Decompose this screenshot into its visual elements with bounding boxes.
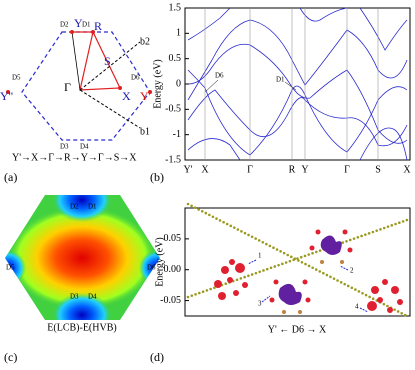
y-tick-label: 0.00 xyxy=(164,264,182,275)
label: R xyxy=(94,19,102,33)
x-axis-label: Y' ← D6 → X xyxy=(268,324,327,335)
orbital-icon xyxy=(214,259,248,300)
orbital-icon xyxy=(309,229,353,264)
pointer xyxy=(359,307,369,313)
marker-label: 1 xyxy=(258,252,262,260)
panel-d: 1 2 3 4 Energy (eV) Y' ← D6 → X (d) 0.05… xyxy=(150,202,411,364)
y-axis-label: Energy (eV) xyxy=(154,237,165,287)
label: b2 xyxy=(140,36,150,47)
y-tick-label: -0.5 xyxy=(165,104,181,115)
label: D3 xyxy=(60,143,69,151)
label: D5 xyxy=(12,74,21,82)
panel-tag: (a) xyxy=(4,170,17,184)
path-text: Y'→X→Γ→R→Y→Γ→S→X xyxy=(12,152,137,163)
dot xyxy=(148,90,152,94)
caption: E(LCB)-E(HVB) xyxy=(47,322,116,333)
marker-label: 3 xyxy=(258,300,262,308)
label: X xyxy=(122,89,131,103)
b2-vector xyxy=(79,41,141,91)
label: D2 xyxy=(60,21,69,29)
x-tick-label: S xyxy=(375,164,381,175)
annotation: D1 xyxy=(276,76,285,84)
y-tick-label: -1.5 xyxy=(165,154,181,165)
y-tick-label: 1 xyxy=(176,28,181,39)
x-tick-label: Γ xyxy=(344,164,350,175)
label: D1 xyxy=(88,203,97,211)
pointer xyxy=(247,259,257,265)
x-tick-label: X xyxy=(201,164,209,175)
pointer xyxy=(261,295,271,303)
y-tick-label: 0.5 xyxy=(169,53,182,64)
panel-tag: (d) xyxy=(150,350,164,364)
x-tick-label: Γ xyxy=(247,164,253,175)
x-tick-label: Y xyxy=(301,164,308,175)
label: Y xyxy=(74,16,83,30)
label: D4 xyxy=(88,293,97,301)
b1-vector xyxy=(79,89,141,129)
marker-label: 2 xyxy=(350,267,354,275)
y-tick-label: -1 xyxy=(173,129,181,140)
bands xyxy=(187,7,408,161)
y-tick-label: 1.5 xyxy=(169,2,182,13)
dot xyxy=(91,30,95,34)
orbital-icon xyxy=(367,279,403,313)
panel-tag: (c) xyxy=(4,350,17,364)
label: D4 xyxy=(80,143,89,151)
x-tick-label: R xyxy=(289,164,296,175)
y-tick-label: 0.05 xyxy=(164,233,182,244)
panel-tag: (b) xyxy=(150,170,164,184)
label: D5 xyxy=(6,264,15,272)
brillouin-zone xyxy=(21,31,151,141)
label: Y' xyxy=(140,89,151,103)
annotation-line xyxy=(204,79,219,93)
band-line xyxy=(186,202,409,318)
label: D3 xyxy=(70,293,79,301)
y-tick-label: -0.05 xyxy=(160,295,181,306)
annotation: D6 xyxy=(215,72,224,80)
label: D6 xyxy=(131,74,140,82)
label: D6 xyxy=(147,264,156,272)
panel-a: Y R D2 D1 b2 S D5 Y'' Γ D6 X Y' D3 D4 b1… xyxy=(0,16,152,184)
plot-frame xyxy=(184,7,411,161)
annotation-line xyxy=(284,81,297,91)
plot-frame xyxy=(184,207,411,317)
orbital-icon xyxy=(269,279,311,314)
pointer xyxy=(339,265,349,271)
y-tick-label: 0 xyxy=(176,78,181,89)
panel-c: D2 D1 D5 D6 D3 D4 E(LCB)-E(HVB) (c) xyxy=(4,195,160,364)
label: Y'' xyxy=(0,89,13,103)
label: D2 xyxy=(70,203,79,211)
label: D1 xyxy=(82,21,91,29)
gy-line xyxy=(71,31,81,91)
label: Γ xyxy=(64,80,71,94)
marker-label: 4 xyxy=(355,303,359,311)
dot xyxy=(118,86,122,90)
y-axis-label: Energy (eV) xyxy=(152,59,163,109)
dot xyxy=(6,90,10,94)
x-tick-label: X xyxy=(403,164,411,175)
label: b1 xyxy=(140,126,150,137)
band-line xyxy=(186,218,409,299)
dot xyxy=(70,30,74,34)
label: S xyxy=(104,54,111,68)
panel-b: D6 D1 Energy (eV) (b) 1.5 1 0.5 0 -0.5 -1 -1.5… xyxy=(150,2,411,183)
x-tick-label: Y' xyxy=(183,164,192,175)
